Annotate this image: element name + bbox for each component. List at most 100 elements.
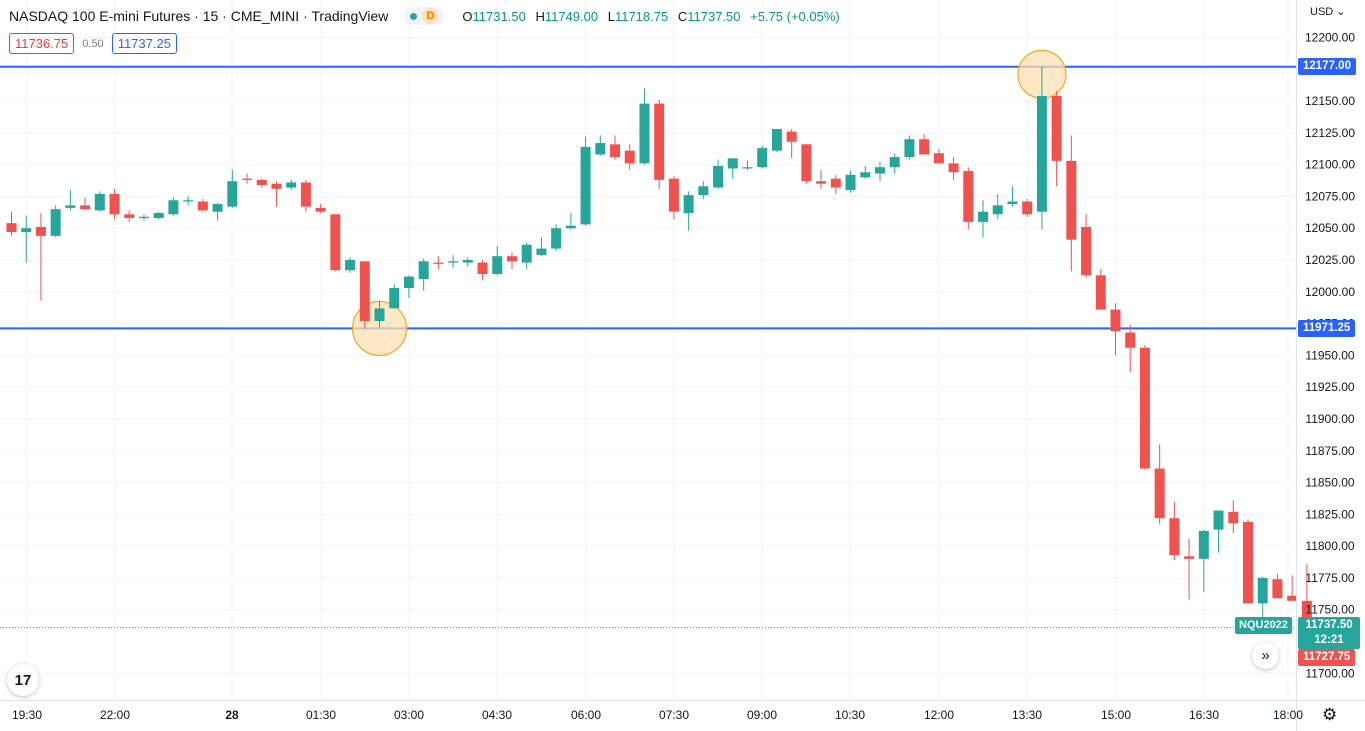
- candle-body: [1257, 577, 1268, 604]
- candle: [389, 284, 400, 309]
- candle-body: [1051, 95, 1062, 161]
- candle: [992, 193, 1003, 220]
- time-tick-label: 16:30: [1189, 708, 1219, 722]
- open-value: 11731.50: [472, 8, 526, 24]
- symbol-legend: NASDAQ 100 E-mini Futures · 15 · CME_MIN…: [9, 7, 846, 25]
- candle-body: [242, 178, 253, 180]
- current-price-value: 11737.50: [1305, 619, 1353, 631]
- candle-body: [359, 261, 370, 322]
- price-tick-label: 12000.00: [1305, 285, 1355, 299]
- candle-body: [1095, 275, 1106, 310]
- price-tick-label: 11825.00: [1305, 507, 1354, 521]
- candle-body: [183, 200, 194, 202]
- time-tick-label: 28: [225, 708, 239, 722]
- candle: [1095, 268, 1106, 310]
- candle-body: [1213, 510, 1224, 530]
- candle: [1242, 519, 1253, 604]
- candle-body: [727, 158, 738, 169]
- candle-body: [580, 146, 591, 225]
- candle-body: [418, 261, 429, 280]
- candle-body: [1007, 201, 1018, 205]
- candle-body: [35, 226, 46, 236]
- candle: [1051, 90, 1062, 187]
- candle: [183, 196, 194, 206]
- candle: [1139, 345, 1150, 470]
- candle: [330, 214, 341, 272]
- candle-body: [389, 288, 400, 309]
- candle-body: [978, 211, 989, 222]
- market-status[interactable]: D: [404, 7, 445, 25]
- candle-body: [492, 256, 503, 275]
- spread-value: 0.50: [82, 37, 104, 50]
- candle-body: [448, 261, 459, 263]
- candle: [433, 256, 444, 269]
- candle-body: [536, 248, 547, 255]
- candle-body: [713, 165, 724, 188]
- tradingview-logo-icon[interactable]: 17: [7, 664, 39, 696]
- candle: [830, 174, 841, 194]
- candle: [212, 202, 223, 221]
- candle-body: [830, 178, 841, 188]
- gear-icon[interactable]: ⚙: [1322, 705, 1338, 724]
- highlight-circles: [351, 49, 1067, 356]
- candle: [1257, 576, 1268, 623]
- candle: [462, 257, 473, 267]
- candle: [1110, 303, 1121, 356]
- candle-body: [315, 207, 326, 212]
- price-tick-label: 12125.00: [1305, 126, 1355, 140]
- candle-body: [1154, 468, 1165, 519]
- low-price-label: 11727.75: [1298, 649, 1356, 666]
- low-value: 11718.75: [614, 8, 669, 24]
- candle: [978, 200, 989, 238]
- candle: [654, 99, 665, 189]
- time-tick-label: 04:30: [482, 708, 512, 722]
- candle: [35, 212, 46, 301]
- price-tick-label: 12100.00: [1305, 158, 1355, 172]
- candle: [256, 178, 267, 188]
- candle-body: [992, 205, 1003, 215]
- candle-body: [477, 262, 488, 275]
- horizontal-price-lines[interactable]: [0, 65, 1296, 330]
- close-value: 11737.50: [687, 8, 741, 24]
- candle-body: [963, 171, 974, 222]
- candle-body: [624, 150, 635, 164]
- candle-body: [403, 276, 414, 289]
- price-tick-label: 12050.00: [1305, 221, 1355, 235]
- candle: [1272, 574, 1283, 599]
- candle-body: [227, 181, 238, 207]
- sell-button[interactable]: 11736.75: [9, 33, 75, 54]
- candle-body: [212, 204, 223, 212]
- candle-body: [698, 186, 709, 196]
- candle: [727, 158, 738, 179]
- candle-body: [50, 209, 61, 236]
- symbol-title[interactable]: NASDAQ 100 E-mini Futures · 15 · CME_MIN…: [9, 8, 389, 24]
- candle: [492, 246, 503, 276]
- candle-body: [1242, 521, 1253, 604]
- candle: [551, 224, 562, 252]
- candle: [300, 179, 311, 212]
- buy-button[interactable]: 11737.25: [111, 33, 177, 54]
- candle: [595, 135, 606, 156]
- candle-body: [300, 182, 311, 207]
- candle-body: [138, 216, 149, 219]
- candle-body: [1228, 511, 1239, 524]
- candle: [271, 181, 282, 207]
- candle: [610, 135, 621, 160]
- candle-body: [919, 139, 930, 155]
- market-open-dot-icon: [410, 12, 418, 20]
- candle: [1007, 186, 1018, 207]
- candle: [418, 258, 429, 291]
- candle-body: [153, 212, 164, 219]
- scroll-to-realtime-icon[interactable]: »: [1252, 642, 1279, 669]
- candle: [1036, 66, 1047, 230]
- candle: [1066, 135, 1077, 272]
- currency-selector[interactable]: USD ⌄: [1310, 5, 1346, 18]
- bar-countdown: 12:21: [1314, 634, 1344, 646]
- price-tick-label: 12200.00: [1305, 31, 1355, 45]
- candle-body: [1036, 95, 1047, 212]
- price-tick-label: 11900.00: [1305, 412, 1354, 426]
- candle-body: [521, 244, 532, 263]
- candle-body: [271, 183, 282, 189]
